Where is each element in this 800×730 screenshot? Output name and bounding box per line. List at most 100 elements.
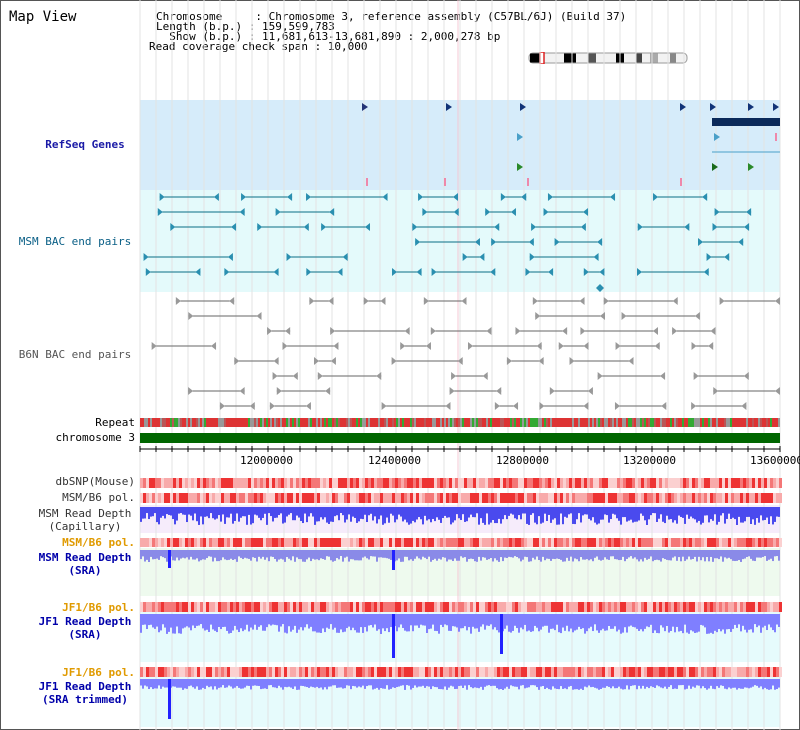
gene-block <box>712 118 780 126</box>
heat-cell <box>449 667 452 677</box>
depth-bar <box>656 614 658 633</box>
repeat-segment <box>274 418 276 427</box>
depth-bar <box>678 614 680 632</box>
heat-cell <box>614 602 617 612</box>
depth-bar <box>768 679 770 690</box>
depth-bar <box>252 679 254 686</box>
depth-bar <box>266 614 268 628</box>
depth-bar <box>622 679 624 690</box>
depth-bar <box>356 679 358 688</box>
repeat-segment <box>276 418 278 427</box>
depth-bar <box>474 507 476 518</box>
heat-cell <box>332 478 335 488</box>
depth-bar <box>372 679 374 690</box>
heat-cell <box>545 667 548 677</box>
depth-bar <box>188 507 190 515</box>
heat-cell <box>509 667 512 677</box>
depth-bar <box>760 507 762 516</box>
heat-cell <box>158 667 161 677</box>
depth-bar <box>770 550 772 559</box>
heat-cell <box>629 538 632 547</box>
depth-bar <box>432 507 434 519</box>
repeat-segment <box>234 418 236 427</box>
repeat-segment <box>656 418 658 427</box>
heat-cell <box>617 493 620 503</box>
depth-bar <box>656 507 658 522</box>
repeat-segment <box>644 418 646 427</box>
heat-cell <box>626 602 629 612</box>
depth-bar <box>612 550 614 557</box>
heat-cell <box>671 538 674 547</box>
depth-bar <box>738 507 740 517</box>
depth-bar <box>528 550 530 562</box>
heat-cell <box>383 667 386 677</box>
depth-bar <box>172 614 174 634</box>
depth-bar <box>388 679 390 690</box>
heat-cell <box>479 478 482 488</box>
depth-bar <box>734 550 736 562</box>
heat-cell <box>212 602 215 612</box>
repeat-segment <box>154 418 156 427</box>
heat-cell <box>473 493 476 503</box>
heat-cell <box>368 493 371 503</box>
repeat-segment <box>282 418 284 427</box>
depth-bar <box>598 614 600 633</box>
depth-bar <box>700 614 702 625</box>
heat-cell <box>542 478 545 488</box>
repeat-segment <box>174 418 176 427</box>
depth-bar <box>324 679 326 688</box>
depth-bar <box>248 679 250 686</box>
depth-bar <box>446 550 448 562</box>
depth-bar <box>754 614 756 625</box>
depth-bar <box>248 550 250 559</box>
bac-end <box>267 327 273 335</box>
depth-bar <box>254 550 256 558</box>
depth-bar <box>542 550 544 557</box>
depth-bar <box>424 614 426 626</box>
depth-spike <box>168 679 171 719</box>
repeat-segment <box>256 418 258 427</box>
depth-bar <box>262 550 264 557</box>
heat-cell <box>341 667 344 677</box>
depth-bar <box>170 614 172 628</box>
depth-bar <box>182 614 184 629</box>
heat-cell <box>440 602 443 612</box>
heat-cell <box>698 602 701 612</box>
depth-bar <box>628 614 630 627</box>
heat-cell <box>239 667 242 677</box>
repeat-segment <box>212 418 214 427</box>
heat-cell <box>635 538 638 547</box>
depth-bar <box>744 679 746 688</box>
repeat-segment <box>428 418 430 427</box>
heat-cell <box>635 493 638 503</box>
heat-cell <box>365 538 368 547</box>
depth-bar <box>666 679 668 689</box>
heat-cell <box>521 538 524 547</box>
heat-cell <box>236 667 239 677</box>
heat-cell <box>647 538 650 547</box>
depth-bar <box>700 550 702 561</box>
bac-end <box>703 268 709 276</box>
depth-bar <box>274 614 276 625</box>
heat-cell <box>353 493 356 503</box>
depth-bar <box>306 614 308 625</box>
heat-cell <box>605 478 608 488</box>
depth-bar <box>486 614 488 626</box>
chromosome-ideogram[interactable] <box>528 52 690 64</box>
depth-bar <box>662 550 664 559</box>
repeat-segment <box>272 418 274 427</box>
depth-bar <box>302 679 304 686</box>
depth-bar <box>722 507 724 514</box>
depth-bar <box>712 614 714 634</box>
repeat-segment <box>592 418 594 427</box>
repeat-segment <box>178 418 180 427</box>
depth-bar <box>582 550 584 560</box>
depth-bar <box>458 550 460 561</box>
heat-cell <box>215 478 218 488</box>
depth-bar <box>470 507 472 515</box>
depth-bar <box>242 550 244 560</box>
depth-bar <box>636 679 638 690</box>
heat-cell <box>572 538 575 547</box>
repeat-segment <box>716 418 718 427</box>
